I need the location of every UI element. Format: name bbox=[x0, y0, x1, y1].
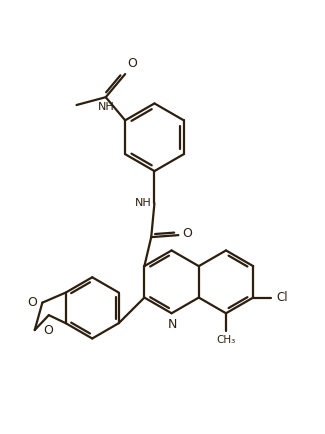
Text: O: O bbox=[127, 57, 137, 70]
Text: O: O bbox=[43, 324, 53, 337]
Text: Cl: Cl bbox=[276, 291, 288, 304]
Text: N: N bbox=[168, 318, 177, 331]
Text: NH: NH bbox=[135, 198, 152, 208]
Text: NH: NH bbox=[98, 102, 114, 112]
Text: O: O bbox=[28, 296, 37, 309]
Text: CH₃: CH₃ bbox=[216, 335, 236, 345]
Text: O: O bbox=[182, 227, 192, 240]
